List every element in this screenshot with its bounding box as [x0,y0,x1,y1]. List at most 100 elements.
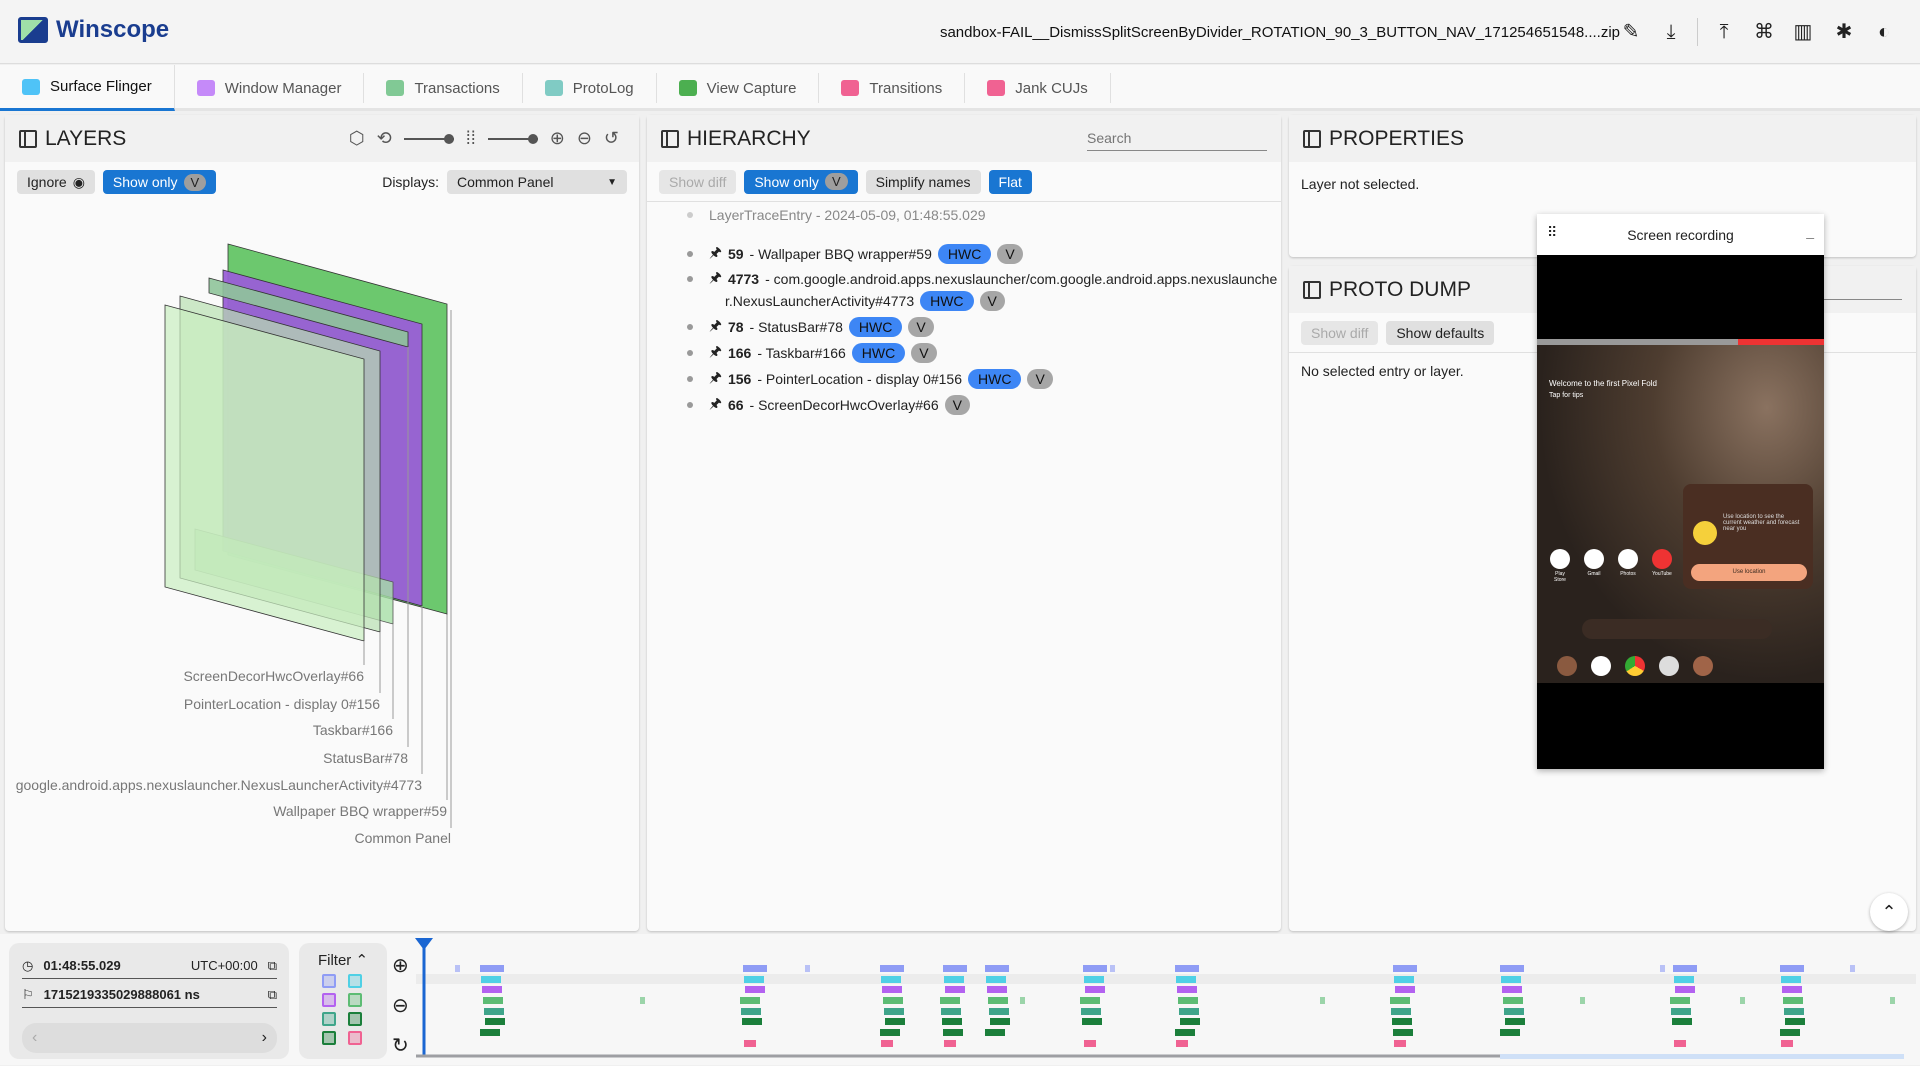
timeline-entry[interactable] [1740,997,1745,1004]
collapse-panel-icon[interactable] [19,129,37,148]
screen-recording-icon[interactable] [322,974,336,988]
surface-flinger-icon[interactable] [348,974,362,988]
tab-window-manager[interactable]: Window Manager [175,73,365,103]
simplify-names-button[interactable]: Simplify names [865,169,981,194]
collapse-panel-icon[interactable] [1303,129,1321,148]
drag-handle-icon[interactable]: ⠿ [1547,224,1558,240]
tab-jank-cujs[interactable]: Jank CUJs [965,73,1111,103]
protolog-icon[interactable] [322,1012,336,1026]
timeline-entry[interactable] [1084,976,1104,983]
timeline-entry[interactable] [943,965,967,972]
timeline-entry[interactable] [1405,965,1410,972]
tree-node[interactable]: 🖈 59 - Wallpaper BBQ wrapper#59 HWC V [687,242,1023,266]
collapse-panel-icon[interactable] [661,129,679,148]
layers-3d-canvas[interactable]: ScreenDecorHwcOverlay#66 PointerLocation… [5,202,639,931]
pin-icon[interactable]: 🖈 [709,369,722,385]
timeline-entry[interactable] [744,976,764,983]
timeline-entry[interactable] [986,976,1006,983]
screen-recording-overlay[interactable]: ⠿ Screen recording _ Welcome to the firs… [1537,214,1824,769]
timeline-entry[interactable] [485,1018,505,1025]
timeline-entry[interactable] [1176,976,1196,983]
timeline-entry[interactable] [1020,997,1025,1004]
zoom-out-icon[interactable]: ⊖ [392,995,409,1017]
view-capture-icon[interactable] [322,1031,336,1045]
timeline-entry[interactable] [1785,1018,1805,1025]
timeline-entry[interactable] [480,1029,500,1036]
timeline-entry[interactable] [1177,986,1197,993]
transactions-icon[interactable] [348,993,362,1007]
tree-node[interactable]: 🖈 166 - Taskbar#166 HWC V [687,341,937,365]
timeline-entry[interactable] [1850,965,1855,972]
timeline-entry[interactable] [740,997,760,1004]
layer-label[interactable]: StatusBar#78 [323,750,408,766]
timeline-entry[interactable] [942,1018,962,1025]
reset-view-icon[interactable]: ↺ [603,128,619,148]
timeline-entry[interactable] [742,1018,762,1025]
timeline-entry[interactable] [1890,997,1895,1004]
spacing-slider[interactable] [487,133,538,144]
timeline-entry[interactable] [484,1008,504,1015]
timeline-entry[interactable] [1394,976,1414,983]
timeline-entry[interactable] [943,1029,963,1036]
timeline-entry[interactable] [880,965,904,972]
timeline-entry[interactable] [1660,965,1665,972]
timeline-entry[interactable] [1673,965,1697,972]
rotation-slider[interactable] [403,133,454,144]
tree-node[interactable]: 🖈 66 - ScreenDecorHwcOverlay#66 V [687,393,970,417]
timeline-entry[interactable] [1392,1018,1412,1025]
documentation-icon[interactable]: ▥ [1793,21,1813,43]
timeline-entry[interactable] [880,1029,900,1036]
timeline-entry[interactable] [1390,997,1410,1004]
timeline-entry[interactable] [1780,1029,1800,1036]
timeline-entry[interactable] [881,1040,893,1047]
timeline-entry[interactable] [805,965,810,972]
timeline-entry[interactable] [741,1008,761,1015]
timeline-entry[interactable] [1320,997,1325,1004]
timeline-entry[interactable] [481,976,501,983]
timeline-entry[interactable] [1176,1040,1188,1047]
timeline-entry[interactable] [1504,1008,1524,1015]
pin-icon[interactable]: 🖈 [709,244,722,260]
search-input[interactable] [1087,126,1267,151]
flat-button[interactable]: Flat [988,169,1032,194]
tree-node[interactable]: 🖈 156 - PointerLocation - display 0#156 HW… [687,367,1053,391]
timeline-entry[interactable] [1110,965,1115,972]
time-input[interactable]: 01:48:55.029 [43,958,121,973]
tab-protolog[interactable]: ProtoLog [523,73,657,103]
show-diff-button[interactable]: Show diff [1301,320,1379,345]
shortcut-icon[interactable]: ⌘ [1754,21,1774,43]
timeline-entry[interactable] [940,997,960,1004]
timeline-entry[interactable] [1501,976,1521,983]
timeline-entry[interactable] [987,986,1007,993]
timeline-entry[interactable] [1085,986,1105,993]
timeline-entry[interactable] [1780,965,1804,972]
timeline-tracks[interactable] [410,934,1920,1065]
timeline-entry[interactable] [455,965,460,972]
show-only-button[interactable]: Show only V [102,170,217,194]
layer-label[interactable]: Taskbar#166 [313,722,393,738]
timeline-entry[interactable] [1179,1008,1199,1015]
timeline-entry[interactable] [1671,1008,1691,1015]
rotate-icon[interactable]: ⟲ [376,128,392,148]
timeline-entry[interactable] [1500,965,1524,972]
timeline-entry[interactable] [1175,965,1199,972]
upload-icon[interactable]: ⤒ [1719,21,1729,43]
next-entry-icon[interactable]: › [261,1029,267,1046]
timeline-entry[interactable] [1178,997,1198,1004]
timeline-entry[interactable] [1391,1008,1411,1015]
timeline-entry[interactable] [882,986,902,993]
layer-label[interactable]: google.android.apps.nexuslauncher.NexusL… [16,777,422,793]
pin-icon[interactable]: 🖈 [709,343,722,359]
timeline-entry[interactable] [1081,1008,1101,1015]
timeline-entry[interactable] [743,965,767,972]
tab-view-capture[interactable]: View Capture [657,73,820,103]
timeline-entry[interactable] [1393,1029,1413,1036]
timeline-entry[interactable] [989,1008,1009,1015]
timeline-entry[interactable] [640,997,645,1004]
view-capture-icon[interactable] [348,1012,362,1026]
collapse-icon[interactable]: ⌃ [355,952,369,969]
timeline-selection[interactable] [1500,1054,1904,1059]
timeline-entry[interactable] [944,976,964,983]
timeline-entry[interactable] [744,1040,756,1047]
tree-node[interactable]: 🖈 4773 - com.google.android.apps.nexuslau… [687,267,1277,291]
